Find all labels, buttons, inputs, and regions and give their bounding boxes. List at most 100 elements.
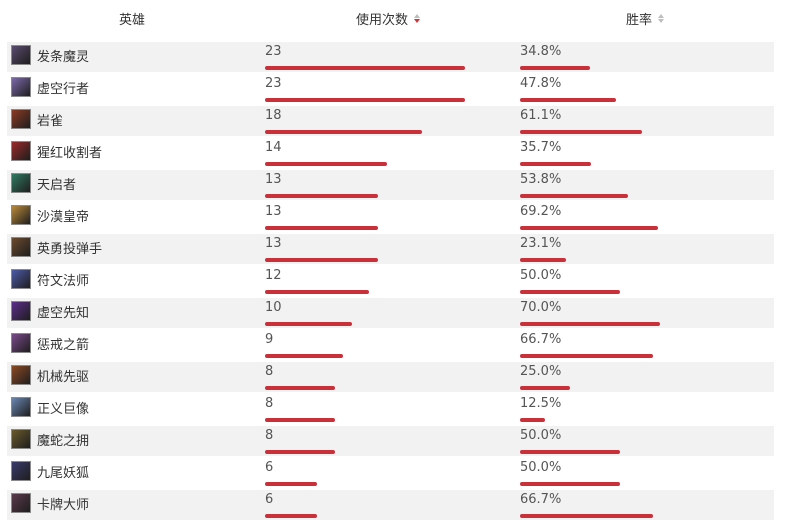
column-header-uses-label: 使用次数 [356,13,409,28]
hero-avatar [11,365,31,385]
column-header-hero[interactable]: 英雄 [119,9,145,28]
table-row[interactable]: 虚空行者 23 47.8% [7,74,774,104]
sort-descending-icon[interactable] [414,14,421,23]
uses-bar [265,258,378,262]
hero-cell[interactable]: 猩红收割者 [11,141,102,161]
column-header-winrate-label: 胜率 [626,13,653,28]
uses-value: 6 [265,460,274,475]
hero-name: 卡牌大师 [37,497,90,513]
uses-value: 9 [265,332,274,347]
hero-cell[interactable]: 岩雀 [11,109,63,129]
table-row[interactable]: 天启者 13 53.8% [7,170,774,200]
table-row[interactable]: 魔蛇之拥 8 50.0% [7,426,774,456]
table-row[interactable]: 虚空先知 10 70.0% [7,298,774,328]
uses-bar [265,354,343,358]
uses-value: 18 [265,108,282,123]
hero-name: 正义巨像 [37,401,90,417]
winrate-bar [520,130,642,134]
hero-avatar [11,493,31,513]
sort-icon[interactable] [658,14,665,23]
hero-cell[interactable]: 沙漠皇帝 [11,205,89,225]
hero-cell[interactable]: 符文法师 [11,269,89,289]
hero-name: 符文法师 [37,273,90,289]
hero-avatar [11,77,31,97]
winrate-value: 34.8% [520,44,562,59]
hero-cell[interactable]: 天启者 [11,173,76,193]
winrate-value: 70.0% [520,300,562,315]
column-header-hero-label: 英雄 [119,13,146,28]
winrate-bar [520,162,591,166]
uses-value: 14 [265,140,282,155]
column-header-winrate[interactable]: 胜率 [626,9,665,28]
table-row[interactable]: 沙漠皇帝 13 69.2% [7,202,774,232]
winrate-value: 69.2% [520,204,562,219]
hero-avatar [11,301,31,321]
uses-bar [265,418,335,422]
table-row[interactable]: 九尾妖狐 6 50.0% [7,458,774,488]
hero-avatar [11,173,31,193]
uses-bar [265,290,369,294]
table-row[interactable]: 机械先驱 8 25.0% [7,362,774,392]
hero-avatar [11,269,31,289]
uses-bar [265,66,465,70]
hero-name: 魔蛇之拥 [37,433,90,449]
table-row[interactable]: 岩雀 18 61.1% [7,106,774,136]
hero-avatar [11,141,31,161]
hero-avatar [11,333,31,353]
uses-value: 23 [265,76,282,91]
hero-name: 岩雀 [37,113,64,129]
winrate-value: 25.0% [520,364,562,379]
winrate-value: 50.0% [520,268,562,283]
uses-bar [265,450,335,454]
hero-name: 沙漠皇帝 [37,209,90,225]
winrate-bar [520,194,628,198]
column-header-uses[interactable]: 使用次数 [356,9,421,28]
hero-name: 猩红收割者 [37,145,103,161]
hero-cell[interactable]: 惩戒之箭 [11,333,89,353]
uses-value: 6 [265,492,274,507]
hero-cell[interactable]: 机械先驱 [11,365,89,385]
winrate-value: 12.5% [520,396,562,411]
hero-cell[interactable]: 九尾妖狐 [11,461,89,481]
hero-cell[interactable]: 魔蛇之拥 [11,429,89,449]
uses-bar [265,514,317,518]
winrate-value: 47.8% [520,76,562,91]
table-row[interactable]: 英勇投弹手 13 23.1% [7,234,774,264]
uses-value: 8 [265,428,274,443]
table-row[interactable]: 猩红收割者 14 35.7% [7,138,774,168]
table-row[interactable]: 惩戒之箭 9 66.7% [7,330,774,360]
winrate-bar [520,290,620,294]
uses-bar [265,98,465,102]
uses-bar [265,322,352,326]
hero-avatar [11,45,31,65]
hero-name: 发条魔灵 [37,49,90,65]
hero-cell[interactable]: 正义巨像 [11,397,89,417]
table-row[interactable]: 卡牌大师 6 66.7% [7,490,774,520]
winrate-bar [520,98,616,102]
hero-name: 虚空先知 [37,305,90,321]
table-header: 英雄 使用次数 胜率 [0,0,795,38]
hero-avatar [11,205,31,225]
table-row[interactable]: 正义巨像 8 12.5% [7,394,774,424]
hero-cell[interactable]: 虚空行者 [11,77,89,97]
hero-cell[interactable]: 虚空先知 [11,301,89,321]
winrate-value: 23.1% [520,236,562,251]
winrate-value: 35.7% [520,140,562,155]
uses-bar [265,130,422,134]
hero-cell[interactable]: 英勇投弹手 [11,237,102,257]
winrate-value: 66.7% [520,332,562,347]
uses-bar [265,386,335,390]
hero-avatar [11,237,31,257]
winrate-value: 50.0% [520,428,562,443]
hero-avatar [11,461,31,481]
hero-avatar [11,109,31,129]
table-row[interactable]: 符文法师 12 50.0% [7,266,774,296]
winrate-value: 50.0% [520,460,562,475]
winrate-bar [520,514,653,518]
table-row[interactable]: 发条魔灵 23 34.8% [7,42,774,72]
hero-cell[interactable]: 发条魔灵 [11,45,89,65]
uses-value: 8 [265,364,274,379]
hero-cell[interactable]: 卡牌大师 [11,493,89,513]
uses-value: 13 [265,236,282,251]
uses-value: 10 [265,300,282,315]
